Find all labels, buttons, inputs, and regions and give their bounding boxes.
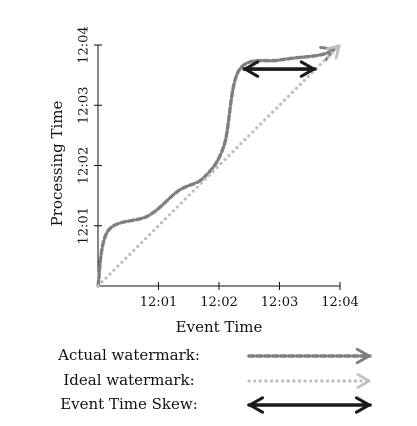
- x-tick-label: 12:02: [200, 295, 237, 310]
- axes: 12:01 12:02 12:03 12:04 12:01 12:02 12:03 12:04…: [48, 26, 359, 336]
- x-axis-title: Event Time: [176, 318, 263, 336]
- legend-actual-watermark-label: Actual watermark:: [57, 346, 200, 364]
- x-tick-label: 12:03: [261, 295, 298, 310]
- legend-ideal-watermark-label: Ideal watermark:: [63, 371, 194, 389]
- legend-actual-watermark: Actual watermark:: [57, 346, 372, 365]
- x-tick-label: 12:01: [140, 295, 177, 310]
- legend-ideal-watermark: Ideal watermark:: [63, 371, 372, 389]
- y-tick-label: 12:02: [77, 147, 92, 184]
- legend-event-time-skew: Event Time Skew:: [60, 395, 372, 414]
- legend-event-time-skew-label: Event Time Skew:: [60, 395, 198, 413]
- legend: Actual watermark: Ideal watermark: Event T…: [57, 346, 372, 414]
- y-axis-title: Processing Time: [48, 101, 66, 227]
- actual-watermark-line: [96, 45, 337, 288]
- x-tick-label: 12:04: [321, 295, 358, 310]
- ideal-watermark-line: [96, 43, 342, 288]
- y-tick-label: 12:04: [77, 26, 92, 63]
- y-tick-label: 12:01: [77, 207, 92, 244]
- y-tick-label: 12:03: [77, 87, 92, 124]
- plot-area: [96, 43, 342, 288]
